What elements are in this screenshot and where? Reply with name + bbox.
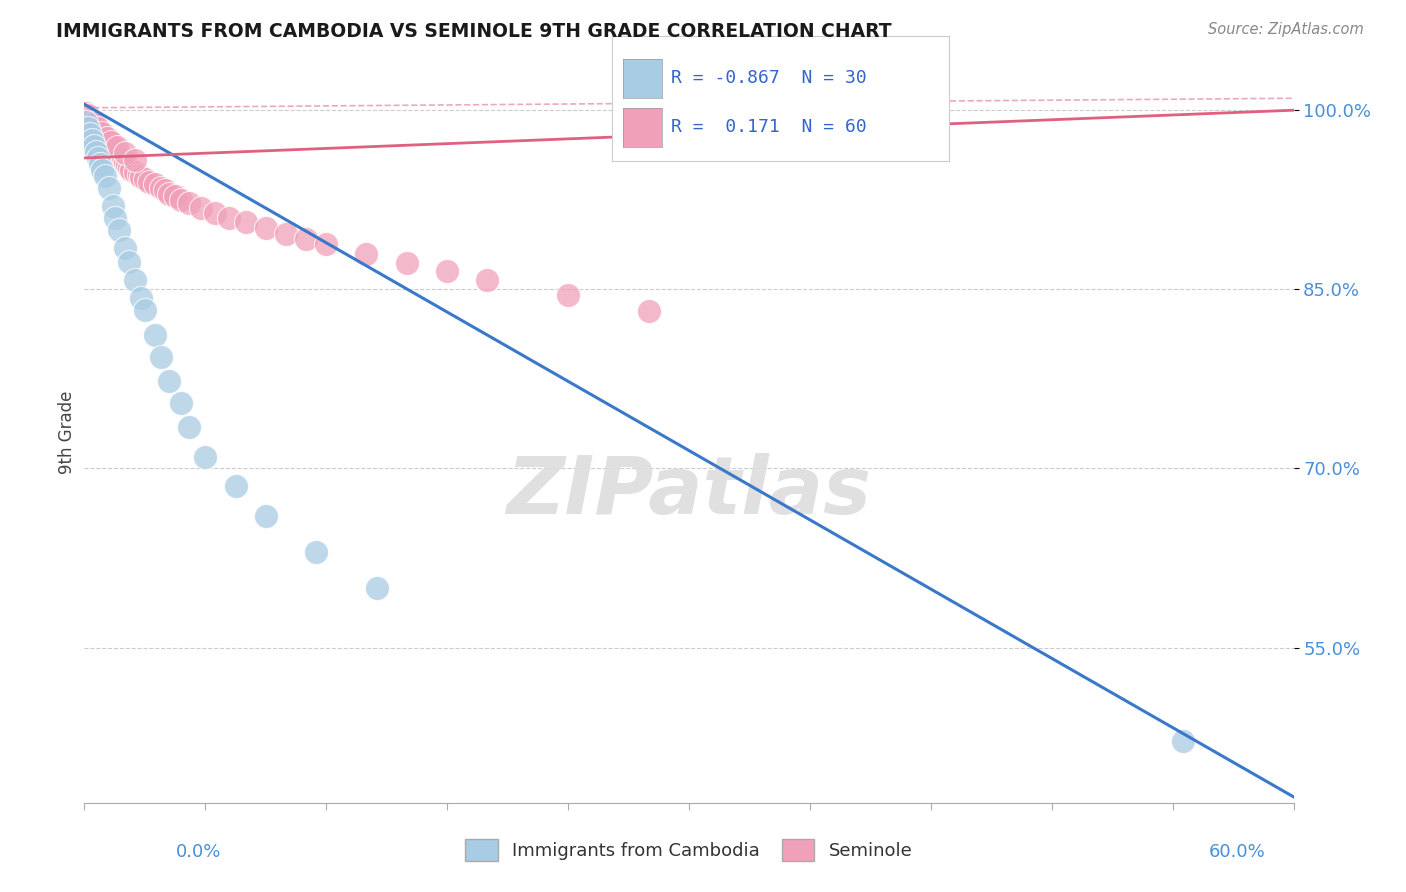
Point: [366, 581, 388, 595]
Point: [97, 181, 120, 195]
Point: [305, 545, 328, 559]
Point: [79, 127, 101, 141]
Point: [91, 129, 114, 144]
Point: [149, 351, 172, 365]
Point: [235, 215, 257, 229]
Point: [107, 222, 129, 236]
Point: [107, 148, 129, 162]
Text: R =  0.171  N = 60: R = 0.171 N = 60: [671, 118, 866, 136]
Point: [110, 151, 132, 165]
Point: [129, 291, 152, 305]
Point: [91, 162, 114, 177]
Point: [87, 125, 110, 139]
Point: [104, 144, 127, 158]
Y-axis label: 9th Grade: 9th Grade: [58, 391, 76, 475]
Point: [557, 288, 579, 302]
Point: [82, 133, 104, 147]
Point: [134, 172, 156, 186]
Point: [204, 206, 226, 220]
Point: [124, 165, 146, 179]
Point: [295, 232, 318, 246]
Point: [118, 255, 141, 269]
Point: [87, 121, 110, 136]
Text: Source: ZipAtlas.com: Source: ZipAtlas.com: [1208, 22, 1364, 37]
Point: [96, 130, 118, 145]
Point: [124, 273, 146, 287]
Point: [254, 221, 277, 235]
Point: [77, 121, 100, 136]
Point: [111, 153, 134, 168]
Point: [101, 141, 124, 155]
Point: [114, 146, 136, 161]
Point: [315, 236, 337, 251]
Text: ZIPatlas: ZIPatlas: [506, 453, 872, 531]
Point: [124, 153, 146, 168]
Point: [225, 479, 247, 493]
Point: [93, 169, 115, 183]
Point: [104, 211, 127, 225]
Point: [356, 246, 378, 260]
Point: [105, 140, 128, 154]
Point: [1171, 733, 1194, 747]
Point: [120, 162, 142, 177]
Point: [101, 199, 124, 213]
Point: [190, 201, 212, 215]
Point: [637, 303, 659, 318]
Point: [157, 186, 180, 201]
Point: [274, 227, 297, 242]
Point: [86, 145, 108, 159]
Point: [170, 396, 193, 410]
Point: [86, 120, 108, 134]
Point: [89, 127, 111, 141]
Point: [194, 450, 217, 464]
Point: [86, 122, 108, 136]
Text: R = -0.867  N = 30: R = -0.867 N = 30: [671, 69, 866, 87]
Point: [128, 168, 150, 182]
Point: [143, 327, 166, 342]
Point: [254, 509, 277, 524]
Text: 60.0%: 60.0%: [1209, 843, 1265, 861]
Point: [118, 161, 141, 175]
Point: [179, 419, 201, 434]
Point: [91, 126, 114, 140]
Point: [93, 132, 115, 146]
Point: [138, 175, 160, 189]
Point: [87, 151, 110, 165]
Point: [134, 302, 156, 317]
Point: [170, 193, 193, 207]
Point: [100, 136, 122, 150]
Point: [89, 157, 111, 171]
Point: [129, 170, 152, 185]
Point: [96, 134, 118, 148]
Point: [395, 256, 418, 270]
Point: [97, 136, 120, 151]
Point: [153, 183, 176, 197]
Point: [477, 273, 499, 287]
Point: [114, 155, 136, 169]
Point: [218, 211, 240, 225]
Point: [115, 158, 138, 172]
Point: [75, 105, 97, 120]
Point: [75, 115, 97, 129]
Point: [157, 374, 180, 388]
Point: [143, 178, 166, 192]
Point: [79, 112, 101, 126]
Point: [79, 112, 101, 127]
Point: [179, 196, 201, 211]
Point: [105, 146, 128, 161]
Point: [83, 118, 105, 132]
Point: [100, 139, 122, 153]
Point: [82, 115, 104, 129]
Point: [83, 116, 105, 130]
Legend: Immigrants from Cambodia, Seminole: Immigrants from Cambodia, Seminole: [458, 831, 920, 868]
Point: [77, 109, 100, 123]
Point: [165, 189, 187, 203]
Point: [114, 240, 136, 255]
Point: [83, 139, 105, 153]
Point: [436, 264, 458, 278]
Point: [77, 108, 100, 122]
Text: IMMIGRANTS FROM CAMBODIA VS SEMINOLE 9TH GRADE CORRELATION CHART: IMMIGRANTS FROM CAMBODIA VS SEMINOLE 9TH…: [56, 22, 891, 41]
Point: [149, 181, 172, 195]
Text: 0.0%: 0.0%: [176, 843, 221, 861]
